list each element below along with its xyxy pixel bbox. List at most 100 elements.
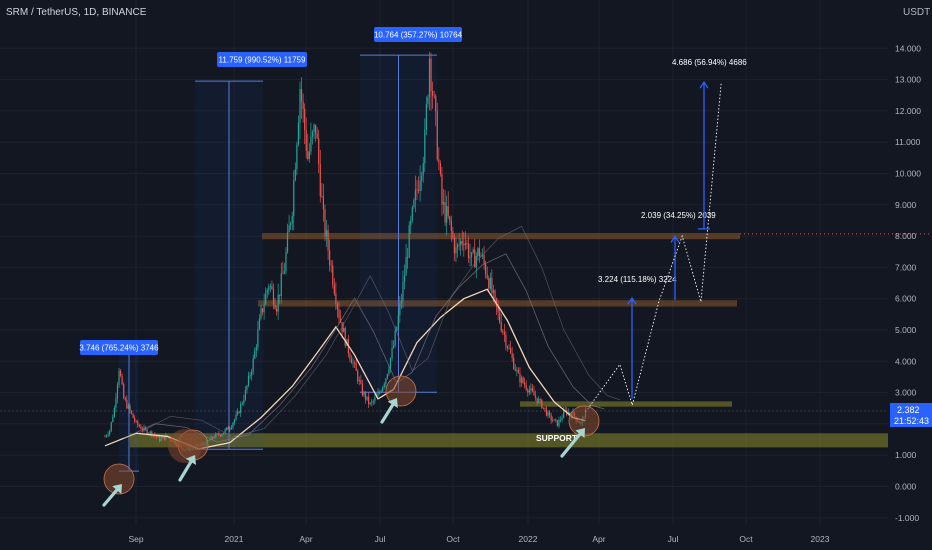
candle-body [403,275,406,282]
candle-body [238,411,240,413]
measure-label: 11.759 (990.52%) 11759 [219,56,306,65]
chart-title: SRM / TetherUS, 1D, BINANCE [6,7,147,18]
candle-body [261,308,264,313]
candle-body [124,398,126,400]
candle-body [272,288,275,305]
candle-body [213,437,215,439]
candle-body [399,303,401,316]
candle-body [366,396,368,400]
y-tick-label: 0.000 [895,482,917,492]
candle-body [222,432,225,435]
candle-body [126,399,128,409]
candle-body [488,278,490,289]
candle-body [130,410,133,414]
x-tick-label: Apr [299,534,312,544]
candle-body [460,240,462,246]
candle-body [229,429,231,430]
candle-body [358,380,360,382]
candle-body [414,189,417,201]
candle-body [296,144,298,170]
candle-body [552,420,554,422]
candle-body [433,95,435,97]
candle-body [357,370,359,382]
candle-body [134,417,136,422]
candle-body [243,399,245,404]
candle-body [503,332,505,335]
candle-body [286,232,289,253]
teal-arrow-head [185,455,197,465]
candle-body [140,426,142,430]
candle-body [472,249,474,253]
candle-body [274,304,276,309]
candle-body [120,370,122,377]
candle-body [332,265,334,285]
candle-body [382,386,384,392]
candle-body [386,374,388,379]
candle-body [283,271,285,274]
candle-body [500,322,502,331]
candle-body [148,433,150,435]
candle-body [563,411,565,418]
candle-body [308,151,310,160]
candle-body [160,438,162,442]
candle-body [269,286,271,287]
candle-body [322,196,324,210]
current-price-box [890,403,932,427]
candle-body [502,330,504,333]
candle-body [302,101,304,109]
candle-body [559,419,562,421]
candle-body [221,434,223,436]
candle-body [416,189,418,191]
teal-arrow-shaft [380,400,396,424]
candle-body [324,209,326,237]
candle-body [505,334,507,347]
candle-body [393,345,395,348]
candle-body [230,427,232,430]
candle-body [517,370,519,374]
candle-body [112,417,114,422]
candle-body [380,391,382,393]
candle-body [260,308,262,319]
candle-body [422,163,424,176]
candle-body [516,370,518,371]
y-tick-label: 6.000 [895,294,917,304]
candle-body [531,388,534,392]
candle-body [115,398,117,408]
candle-body [388,368,390,375]
candle-body [104,436,106,438]
candle-body [374,397,376,401]
candle-body [550,415,552,421]
y-tick-label: 8.000 [895,231,917,241]
measure-label: 3.224 (115.18%) 3224 [598,275,677,284]
candle-body [544,407,546,409]
candle-body [215,433,217,438]
candle-body [525,385,527,390]
candle-body [410,220,412,226]
candle-body [435,95,437,112]
candle-body [458,244,460,246]
price-zones: SUPPORT [130,232,932,448]
candle-body [276,308,278,312]
candle-body [135,421,137,423]
candle-body [385,378,387,384]
candle-body [383,383,385,387]
x-tick-label: 2023 [811,534,830,544]
candle-body [377,393,379,397]
candle-body [327,230,329,251]
x-tick-label: Oct [739,534,753,544]
y-tick-label: 13.000 [895,75,921,85]
candle-body [316,133,318,139]
candle-body [461,240,463,244]
teal-arrow-head [575,428,585,438]
candle-body [121,376,123,385]
candle-body [471,252,473,257]
candle-body [364,392,367,400]
candle-body [307,151,309,160]
candle-body [355,362,357,371]
candle-body [254,350,256,359]
price-zone [258,300,737,307]
candle-body [499,312,501,323]
candle-body [325,230,328,237]
candle-body [400,301,402,304]
